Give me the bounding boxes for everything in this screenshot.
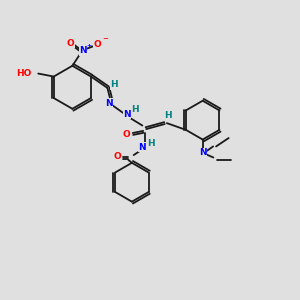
Text: +: +	[86, 43, 92, 48]
Text: HO: HO	[16, 69, 31, 78]
Text: N: N	[123, 110, 130, 119]
Text: −: −	[102, 36, 108, 42]
Text: N: N	[79, 46, 87, 56]
Text: O: O	[66, 39, 74, 48]
Text: N: N	[139, 143, 146, 152]
Text: N: N	[199, 148, 206, 158]
Text: H: H	[131, 106, 139, 115]
Text: O: O	[122, 130, 130, 139]
Text: N: N	[105, 99, 113, 108]
Text: H: H	[164, 111, 172, 120]
Text: H: H	[110, 80, 118, 89]
Text: O: O	[94, 40, 102, 49]
Text: H: H	[148, 139, 155, 148]
Text: O: O	[113, 152, 121, 161]
